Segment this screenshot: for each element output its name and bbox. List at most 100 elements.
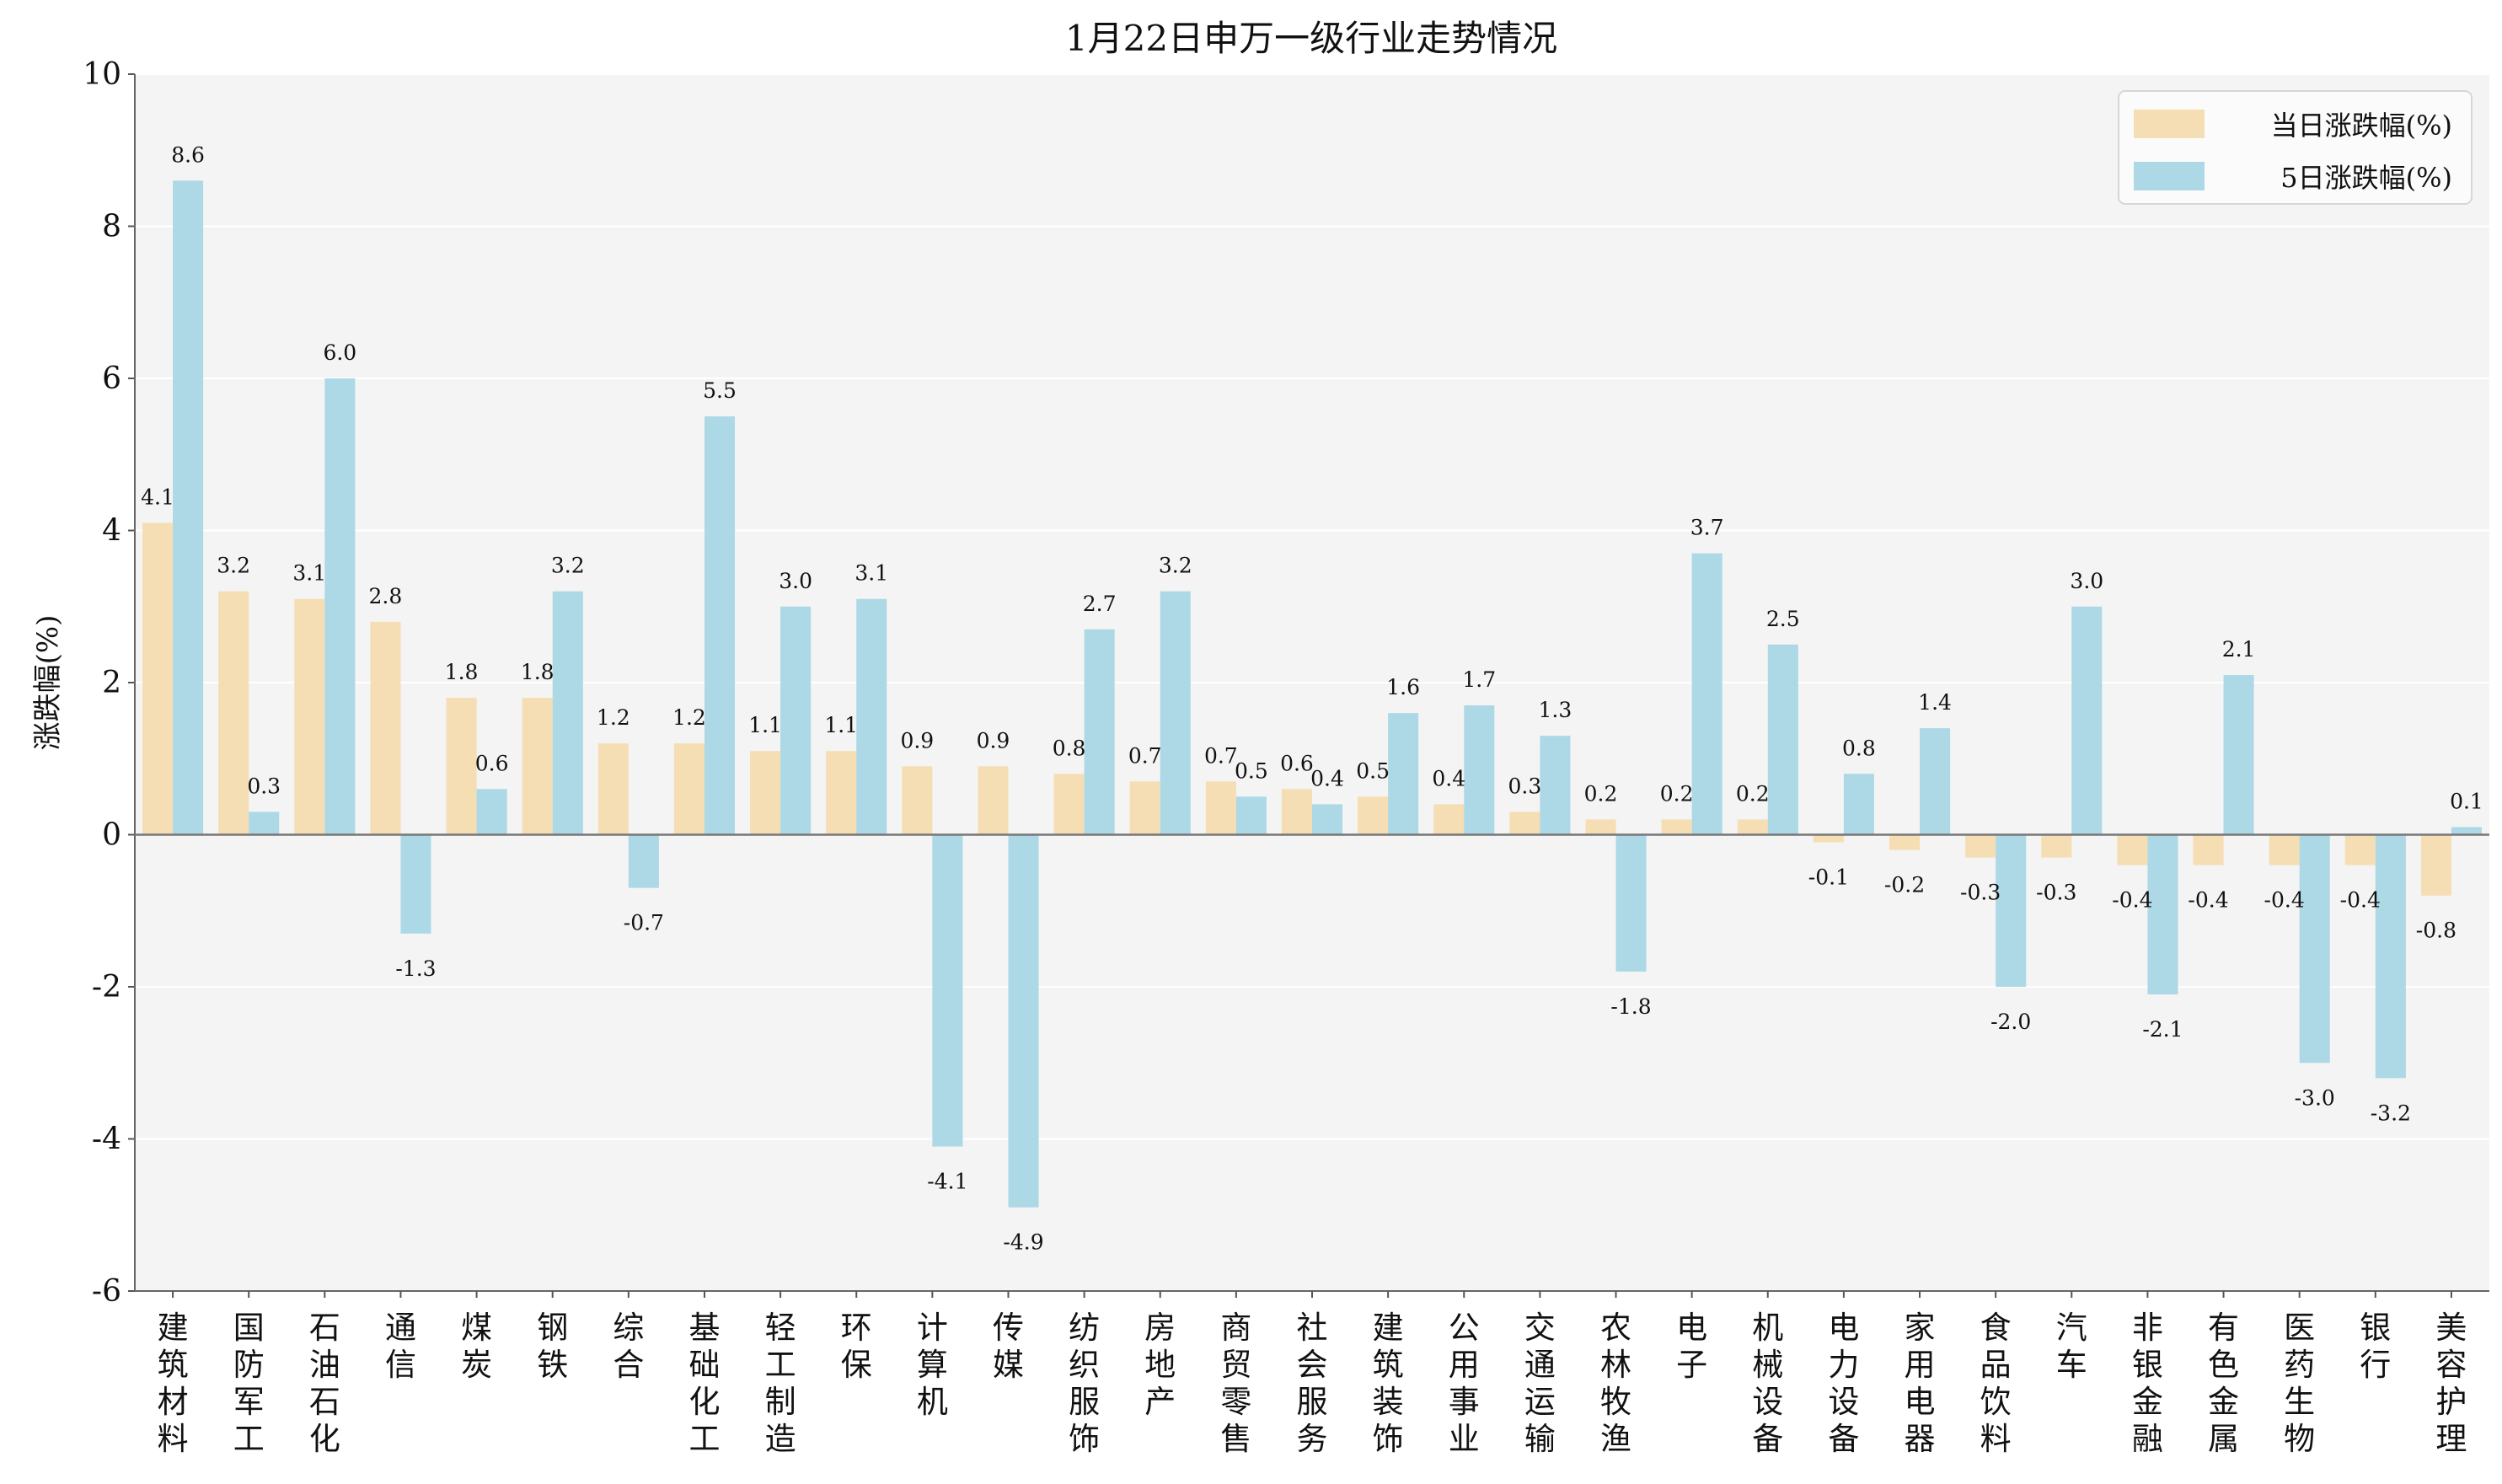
bar-daily [1281, 789, 1312, 835]
data-label: -3.0 [2295, 1085, 2335, 1110]
x-tick-label: 建筑材料 [158, 1310, 189, 1457]
bar-5day [1008, 834, 1039, 1208]
data-label: 0.4 [1310, 766, 1344, 790]
data-label: 3.7 [1690, 516, 1724, 540]
bar-daily [2344, 834, 2376, 865]
bar-daily [218, 591, 249, 835]
x-tick-label: 医药生物 [2284, 1310, 2315, 1457]
data-label: 1.2 [597, 705, 630, 730]
data-label: 1.8 [445, 660, 479, 684]
data-label: 6.0 [323, 340, 356, 365]
x-tick-label: 传媒 [993, 1310, 1024, 1383]
data-label: 1.1 [748, 713, 782, 737]
x-tick-label: 农林牧渔 [1600, 1310, 1631, 1457]
bar-5day [856, 598, 887, 835]
bar-daily [142, 522, 174, 835]
y-tick-label: -6 [92, 1274, 121, 1309]
data-label: -0.4 [2188, 888, 2228, 913]
bar-5day [704, 416, 736, 835]
data-label: -0.4 [2112, 888, 2152, 913]
x-tick-label: 通信 [385, 1310, 416, 1383]
bar-5day [1235, 796, 1267, 835]
data-label: 0.9 [900, 728, 934, 753]
data-label: 4.1 [141, 485, 174, 509]
x-tick-label: 房地产 [1144, 1310, 1176, 1420]
bar-5day [1615, 834, 1647, 972]
x-tick-label: 美容护理 [2435, 1310, 2467, 1457]
bar-daily [1813, 834, 1844, 843]
legend-box [2118, 90, 2473, 205]
x-tick-label: 电子 [1676, 1310, 1707, 1383]
x-tick-label: 综合 [613, 1310, 644, 1383]
bar-daily [2117, 834, 2148, 865]
bar-daily [1585, 819, 1616, 835]
data-label: 0.1 [2450, 789, 2483, 813]
data-label: -4.1 [927, 1170, 967, 1194]
bar-5day [1312, 804, 1343, 835]
y-tick-label: -2 [92, 970, 121, 1005]
bar-5day [1843, 774, 1874, 835]
bar-daily [2420, 834, 2451, 896]
bar-5day [1160, 591, 1191, 835]
data-label: 0.2 [1584, 781, 1618, 806]
data-label: 0.7 [1204, 743, 1238, 768]
data-label: -0.8 [2416, 919, 2456, 943]
y-tick-label: 0 [102, 818, 121, 853]
data-label: 1.4 [1918, 690, 1952, 715]
data-label: 1.1 [824, 713, 858, 737]
bar-daily [1509, 812, 1540, 835]
data-label: 1.3 [1539, 698, 1572, 722]
data-label: -2.0 [1990, 1010, 2031, 1034]
data-label: 0.8 [1053, 736, 1086, 760]
y-tick-label: 8 [102, 210, 121, 244]
bar-daily [294, 598, 325, 835]
bar-daily [978, 766, 1009, 835]
data-label: 3.1 [855, 561, 888, 586]
bar-5day [552, 591, 583, 835]
bar-daily [1358, 796, 1389, 835]
x-tick-label: 机械设备 [1752, 1310, 1783, 1457]
bar-5day [1996, 834, 2027, 987]
x-tick-label: 交通运输 [1524, 1310, 1556, 1457]
x-tick-label: 银行 [2360, 1310, 2391, 1383]
x-tick-label: 纺织服饰 [1069, 1310, 1100, 1457]
bar-daily [1129, 781, 1160, 835]
data-label: 1.8 [521, 660, 555, 684]
bar-daily [673, 743, 705, 835]
y-tick-label: -4 [92, 1122, 121, 1157]
x-tick-label: 食品饮料 [1980, 1310, 2012, 1457]
data-label: 3.2 [217, 554, 250, 578]
data-label: 1.6 [1386, 675, 1420, 699]
data-label: 8.6 [171, 142, 205, 167]
x-tick-label: 轻工制造 [765, 1310, 796, 1457]
y-axis-label: 涨跌幅(%) [31, 615, 65, 751]
bar-5day [2375, 834, 2406, 1079]
legend: 当日涨跌幅(%) 5日涨跌幅(%) [2118, 90, 2473, 205]
data-label: 2.1 [2222, 637, 2256, 662]
data-label: -2.1 [2142, 1017, 2183, 1042]
bar-daily [1661, 819, 1692, 835]
bar-5day [2223, 674, 2254, 835]
bar-5day [173, 180, 204, 835]
legend-swatch [2134, 162, 2205, 190]
bar-daily [1433, 804, 1465, 835]
x-tick-label: 钢铁 [537, 1310, 568, 1383]
y-tick-label: 6 [102, 362, 121, 396]
data-label: -0.7 [624, 911, 664, 935]
data-label: 0.9 [977, 728, 1010, 753]
bar-5day [1540, 736, 1571, 835]
legend-label: 5日涨跌幅(%) [2280, 162, 2452, 194]
data-label: 0.6 [1280, 751, 1314, 775]
x-tick-label: 汽车 [2056, 1310, 2087, 1383]
data-label: 2.7 [1083, 592, 1117, 616]
bar-daily [370, 621, 401, 835]
bar-5day [932, 834, 963, 1147]
bar-daily [522, 698, 553, 835]
bar-daily [2193, 834, 2224, 865]
x-tick-label: 有色金属 [2208, 1310, 2239, 1457]
chart-title: 1月22日申万一级行业走势情况 [1065, 18, 1557, 59]
x-tick-label: 基础化工 [688, 1310, 720, 1457]
data-label: 0.6 [475, 751, 509, 775]
data-label: 0.7 [1128, 743, 1162, 768]
